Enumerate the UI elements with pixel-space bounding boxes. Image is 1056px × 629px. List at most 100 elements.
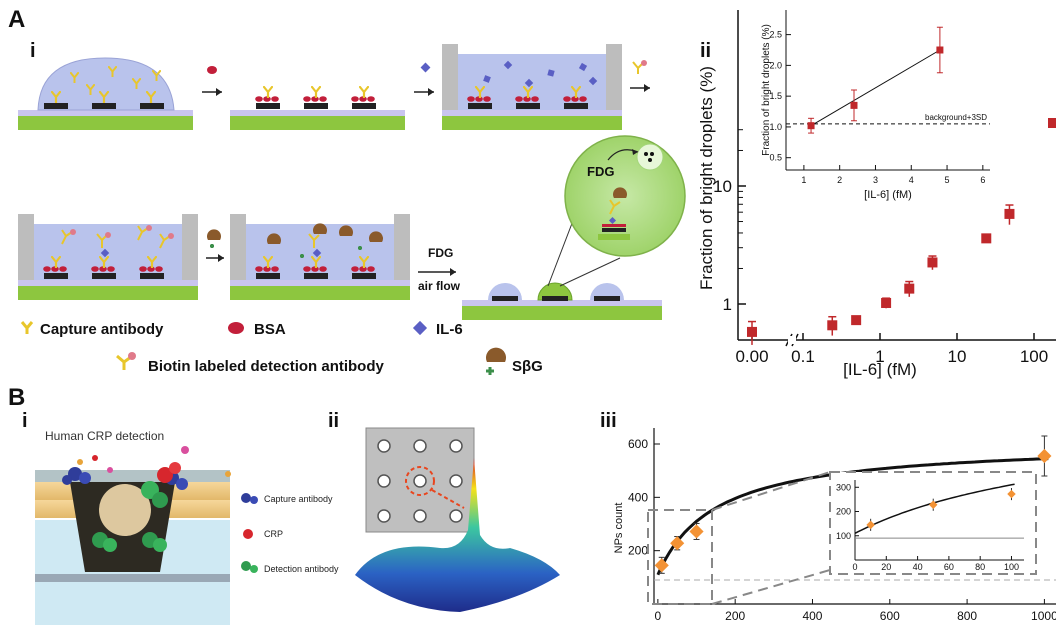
legend-il6: IL-6 xyxy=(436,321,463,338)
panel-a-i-label: i xyxy=(30,40,36,62)
detection-antibody-green-icon xyxy=(250,565,258,573)
fdg-step-label: FDG xyxy=(428,246,453,260)
a-ii-inset-y-tick-label: 0.5 xyxy=(769,153,782,163)
step-1-droplet xyxy=(18,57,193,130)
b-iii-x-tick-label: 1000 xyxy=(1031,609,1056,623)
a-ii-x-label: [IL-6] (fM) xyxy=(843,360,917,379)
panel-b-i: Human CRP detection Capture antibody CRP… xyxy=(35,429,339,625)
a-ii-point xyxy=(904,283,915,294)
crp-legend-detection: Detection antibody xyxy=(264,564,339,574)
b-iii-y-tick-label: 400 xyxy=(628,490,648,504)
fdg-bubble-label: FDG xyxy=(587,164,614,179)
a-ii-inset: 0.5 1.0 1.5 2.0 2.5 1 2 3 4 5 6 background+3SD Fr… xyxy=(761,10,990,201)
a-ii-inset-x-label: [IL-6] (fM) xyxy=(864,189,912,201)
b-iii-inset-x-tick-label: 60 xyxy=(944,562,954,572)
a-ii-x-tick-label: 0.1 xyxy=(791,347,815,366)
a-ii-inset-y-label: Fraction of bright droplets (%) xyxy=(761,24,772,156)
legend-bsa: BSA xyxy=(254,321,286,338)
a-ii-point xyxy=(747,326,757,337)
step-6-droplets xyxy=(462,191,662,320)
b-iii-point xyxy=(1037,448,1052,464)
b-iii-inset-x-tick-label: 40 xyxy=(913,562,923,572)
b-iii-point xyxy=(670,536,685,551)
b-iii-y-label: NPs count xyxy=(613,503,625,554)
a-ii-x-tick-label: 1 xyxy=(875,347,884,366)
b-iii-inset-point xyxy=(1007,489,1016,499)
legend-sbg: SβG xyxy=(512,358,543,375)
b-iii-inset-y-tick-label: 300 xyxy=(836,482,851,492)
a-ii-inset-point xyxy=(850,101,858,109)
sbg-icon xyxy=(486,347,506,375)
airflow-step-label: air flow xyxy=(418,279,461,293)
legend-detection-antibody: Biotin labeled detection antibody xyxy=(148,358,385,375)
b-iii-point xyxy=(689,524,704,539)
b-iii-inset: 100 200 300 0 20 40 60 80 100 xyxy=(836,480,1024,572)
legend-a-i: Capture antibody BSA IL-6 Biotin labeled… xyxy=(20,320,543,375)
a-ii-inset-x-tick-label: 5 xyxy=(945,175,950,185)
chart-a-ii: 1 10 0.00 0.1 1 10 100 Fraction of bright dro… xyxy=(697,10,1056,379)
a-ii-x-tick-label: 10 xyxy=(948,347,967,366)
a-ii-inset-x-tick-label: 6 xyxy=(980,175,985,185)
crp-legend-crp: CRP xyxy=(264,529,283,539)
step-2-bsa xyxy=(230,86,405,130)
bsa-icon xyxy=(228,322,244,334)
crp-title: Human CRP detection xyxy=(45,429,164,443)
a-ii-point xyxy=(927,257,938,268)
surface-plot xyxy=(355,458,560,612)
b-iii-point xyxy=(654,558,669,573)
panel-b-label: B xyxy=(8,384,26,411)
a-ii-inset-fit-line xyxy=(810,49,941,127)
b-iii-inset-y-tick-label: 100 xyxy=(836,531,851,541)
a-ii-inset-annotation: background+3SD xyxy=(925,113,987,122)
panel-b-ii-label: ii xyxy=(328,410,340,432)
a-ii-x-tick-label: 100 xyxy=(1020,347,1048,366)
b-iii-inset-x-tick-label: 100 xyxy=(1004,562,1019,572)
a-ii-inset-y-tick-label: 2.5 xyxy=(769,30,782,40)
a-ii-point xyxy=(981,233,992,244)
b-iii-y-tick-label: 600 xyxy=(628,437,648,451)
a-ii-point xyxy=(851,315,862,326)
a-ii-inset-x-tick-label: 3 xyxy=(873,175,878,185)
b-iii-x-tick-label: 200 xyxy=(725,609,745,623)
b-iii-inset-point xyxy=(928,500,938,509)
b-iii-inset-x-tick-label: 20 xyxy=(881,562,891,572)
step-3-il6 xyxy=(442,44,622,130)
step-4-detection xyxy=(18,214,198,300)
b-iii-x-tick-label: 800 xyxy=(957,609,977,623)
b-iii-inset-x-tick-label: 0 xyxy=(852,562,857,572)
a-ii-inset-point xyxy=(807,122,815,130)
b-iii-x-tick-label: 0 xyxy=(655,609,662,623)
panel-a-ii-label: ii xyxy=(700,40,712,62)
a-ii-point xyxy=(827,320,838,331)
a-ii-inset-y-tick-label: 2.0 xyxy=(769,60,782,70)
crp-icon xyxy=(243,529,253,539)
a-ii-y-label: Fraction of bright droplets (%) xyxy=(697,66,716,290)
a-ii-inset-x-tick-label: 4 xyxy=(909,175,914,185)
legend-capture-antibody: Capture antibody xyxy=(40,321,164,338)
a-ii-inset-point xyxy=(936,46,944,54)
zoom-bubble: FDG xyxy=(564,135,686,257)
a-ii-inset-x-tick-label: 1 xyxy=(801,175,806,185)
b-iii-x-tick-label: 600 xyxy=(880,609,900,623)
b-iii-inset-y-tick-label: 200 xyxy=(836,507,851,517)
a-ii-inset-y-tick-label: 1.5 xyxy=(769,91,782,101)
b-iii-inset-x-tick-label: 80 xyxy=(975,562,985,572)
capture-antibody-icon xyxy=(20,321,34,334)
a-ii-inset-x-tick-label: 2 xyxy=(837,175,842,185)
b-iii-x-tick-label: 400 xyxy=(802,609,822,623)
a-ii-inset-y-tick-label: 1.0 xyxy=(769,122,782,132)
panel-b-i-label: i xyxy=(22,410,28,432)
a-ii-x-tick-label: 0.00 xyxy=(735,347,768,366)
a-ii-y-tick-label: 1 xyxy=(723,295,732,314)
b-iii-y-tick-label: 200 xyxy=(628,544,648,558)
b-iii-inset-point xyxy=(866,520,875,530)
panel-b-iii-label: iii xyxy=(600,410,617,432)
panel-b-ii xyxy=(355,427,560,612)
capture-antibody-blue-icon xyxy=(250,496,258,504)
a-ii-point xyxy=(881,297,892,308)
detection-antibody-icon xyxy=(116,352,136,370)
a-ii-y-tick-label: 10 xyxy=(713,177,732,196)
crp-legend-capture: Capture antibody xyxy=(264,494,333,504)
a-ii-point xyxy=(1004,208,1015,219)
